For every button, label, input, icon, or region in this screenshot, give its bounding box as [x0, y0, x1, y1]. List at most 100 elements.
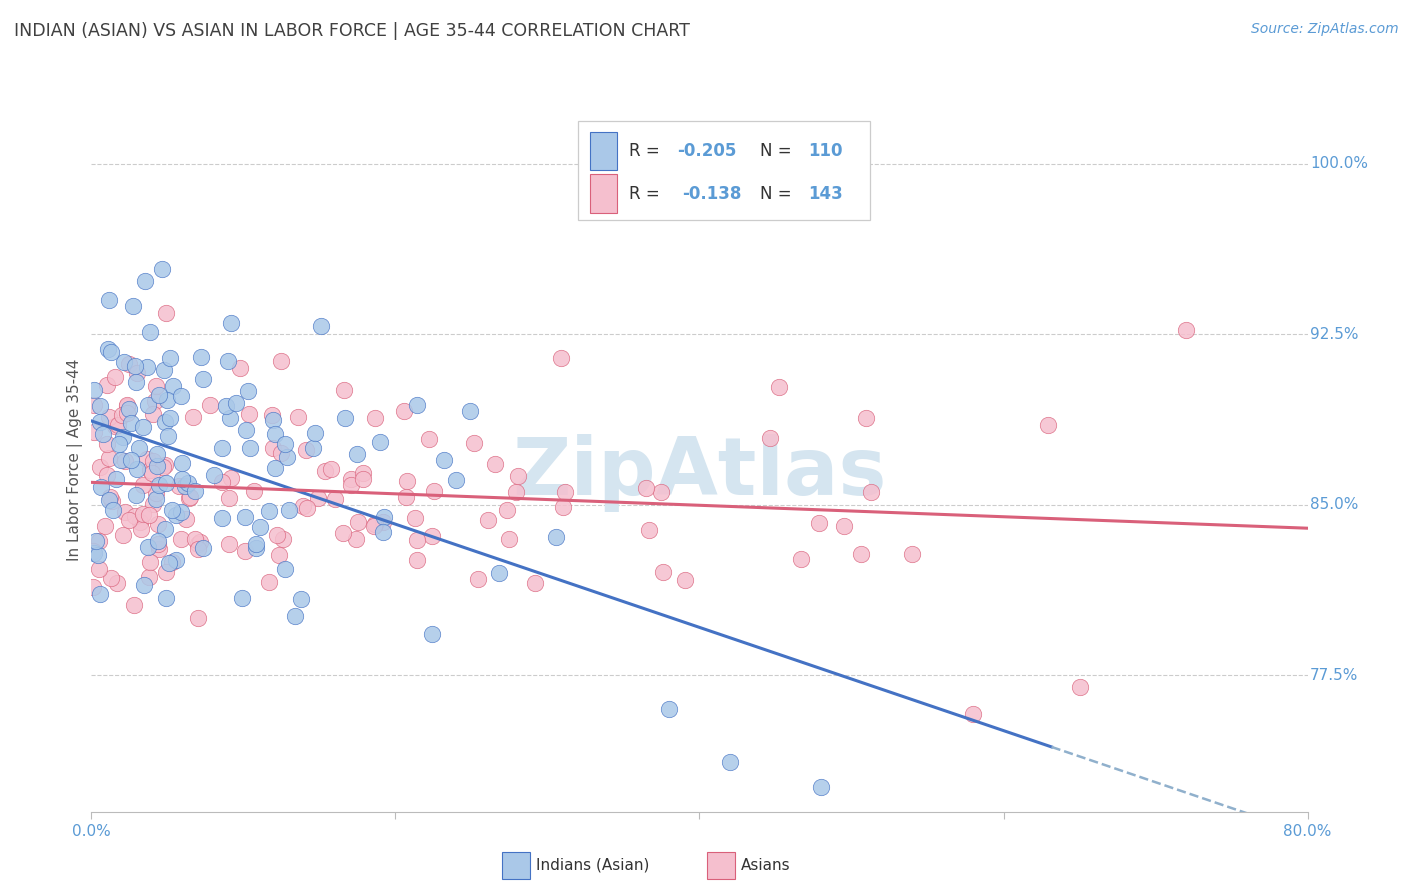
Point [420, 627, 443, 641]
Point [125, 366, 148, 380]
Point [170, 471, 193, 485]
Point [768, 380, 790, 394]
Point [148, 477, 170, 491]
Point [433, 452, 456, 467]
Point [550, 351, 572, 365]
Point [118, 357, 141, 371]
Point [215, 399, 238, 413]
Text: -0.205: -0.205 [678, 143, 737, 161]
Point [396, 475, 419, 489]
Text: INDIAN (ASIAN) VS ASIAN IN LABOR FORCE | AGE 35-44 CORRELATION CHART: INDIAN (ASIAN) VS ASIAN IN LABOR FORCE |… [14, 22, 690, 40]
Point [145, 447, 167, 461]
Point [111, 408, 134, 422]
Point [136, 452, 159, 467]
Point [89, 399, 111, 413]
Point [498, 532, 520, 546]
Point [218, 536, 240, 550]
Point [187, 610, 209, 624]
Point [121, 299, 143, 313]
Point [89, 587, 111, 601]
Point [148, 541, 170, 556]
Point [118, 402, 141, 417]
Point [148, 388, 170, 402]
Point [82, 544, 104, 558]
Point [165, 508, 187, 522]
Point [364, 517, 387, 532]
Point [238, 407, 260, 421]
Point [188, 535, 211, 549]
Point [170, 389, 193, 403]
Point [211, 475, 233, 489]
Point [304, 426, 326, 441]
Point [262, 412, 284, 426]
Point [98, 492, 121, 507]
Point [177, 491, 200, 505]
Y-axis label: In Labor Force | Age 35-44: In Labor Force | Age 35-44 [67, 359, 83, 560]
Point [211, 510, 233, 524]
Point [165, 552, 187, 566]
Point [191, 371, 214, 385]
Point [160, 555, 183, 569]
Point [128, 441, 150, 455]
Point [155, 591, 177, 605]
Point [245, 537, 267, 551]
Point [395, 490, 418, 504]
Point [1069, 680, 1091, 694]
Point [120, 453, 142, 467]
Point [344, 533, 367, 547]
Point [156, 393, 179, 408]
Text: -0.138: -0.138 [682, 185, 742, 202]
Point [294, 442, 316, 457]
Point [128, 516, 150, 530]
Point [191, 541, 214, 555]
Point [110, 453, 132, 467]
Point [108, 436, 131, 450]
Point [157, 429, 180, 443]
Point [174, 478, 197, 492]
Point [346, 516, 368, 530]
Point [187, 542, 209, 557]
Point [218, 491, 240, 506]
Point [323, 491, 346, 506]
Point [291, 499, 314, 513]
Point [187, 537, 209, 551]
Point [155, 306, 177, 320]
Point [98, 490, 121, 504]
Point [118, 513, 141, 527]
Point [467, 572, 489, 586]
Point [233, 510, 256, 524]
Point [91, 427, 114, 442]
Point [111, 527, 134, 541]
Point [353, 472, 375, 486]
Point [141, 466, 163, 480]
Point [125, 375, 148, 389]
Point [225, 396, 247, 410]
Point [138, 508, 160, 522]
Point [159, 411, 181, 425]
Point [373, 510, 395, 524]
Point [249, 520, 271, 534]
Point [544, 530, 567, 544]
Point [115, 406, 138, 420]
Point [301, 441, 323, 455]
Point [114, 453, 136, 467]
Point [488, 566, 510, 581]
Point [962, 706, 984, 721]
Point [96, 468, 118, 483]
Point [146, 516, 169, 531]
Point [266, 528, 288, 542]
Point [363, 519, 385, 533]
Point [89, 561, 111, 575]
Point [134, 577, 156, 591]
Point [103, 503, 125, 517]
Point [101, 494, 124, 508]
Point [142, 407, 165, 421]
Point [673, 573, 696, 587]
Point [83, 425, 105, 439]
Point [284, 608, 307, 623]
Point [135, 360, 157, 375]
Point [271, 532, 294, 546]
Point [332, 525, 354, 540]
Point [90, 480, 112, 494]
Point [131, 419, 153, 434]
